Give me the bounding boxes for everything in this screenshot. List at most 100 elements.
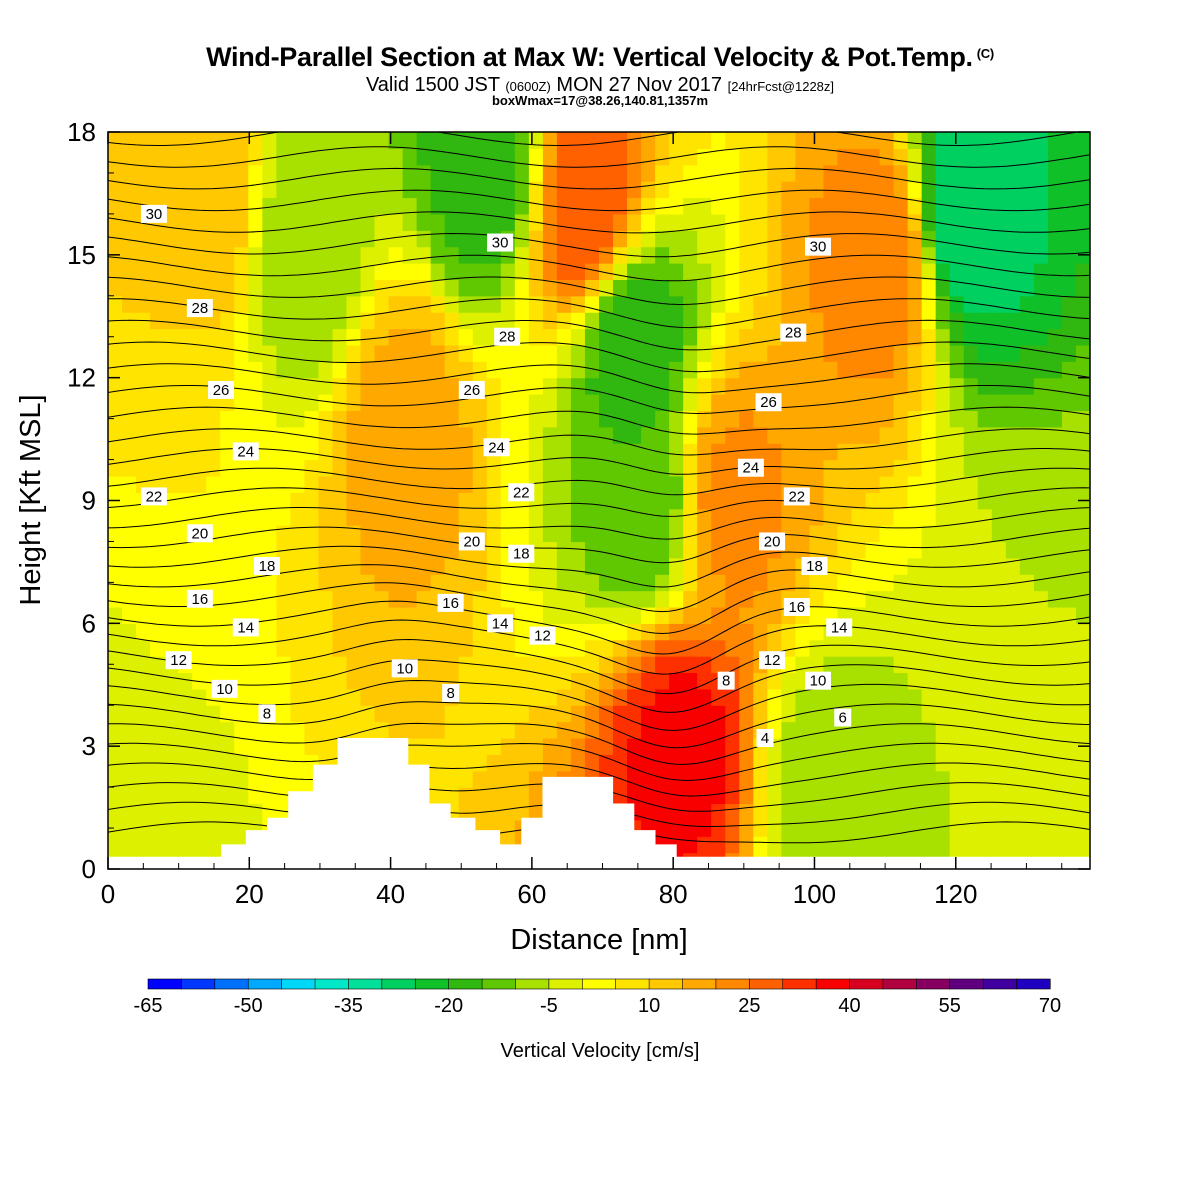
field-cell (683, 394, 698, 412)
field-cell (318, 164, 334, 182)
field-cell (136, 328, 151, 346)
field-cell (865, 770, 881, 788)
field-cell (500, 819, 516, 837)
field-cell (220, 492, 235, 510)
field-cell (851, 787, 867, 805)
field-cell (837, 443, 853, 461)
field-cell (262, 279, 277, 297)
field-cell (472, 213, 488, 231)
field-cell (977, 279, 993, 297)
field-cell (1061, 672, 1077, 690)
field-cell (486, 213, 502, 231)
contour-label-text: 20 (191, 525, 208, 542)
field-cell (781, 344, 796, 362)
field-cell (907, 148, 923, 166)
field-cell (528, 688, 544, 706)
field-cell (304, 590, 320, 608)
field-cell (318, 181, 334, 199)
field-cell (136, 361, 151, 379)
theta-contour-line (108, 406, 1090, 435)
contour-label-box (494, 327, 521, 346)
field-cell (472, 754, 488, 772)
field-cell (262, 295, 277, 313)
field-cell (907, 508, 923, 526)
contour-label: 18 (801, 557, 828, 576)
field-cell (444, 263, 460, 280)
field-cell (584, 197, 600, 215)
field-cell (795, 394, 811, 412)
colorbar-tick-label: -5 (540, 995, 558, 1017)
field-cell (290, 541, 305, 559)
field-cell (991, 656, 1007, 674)
field-cell (655, 344, 670, 362)
field-cell (206, 803, 221, 821)
field-cell (360, 246, 376, 264)
field-cell (879, 606, 895, 624)
field-cell (570, 328, 586, 346)
field-cell (935, 344, 951, 362)
field-cell (318, 295, 334, 313)
field-cell (332, 344, 348, 362)
field-cell (627, 148, 642, 166)
field-cell (290, 754, 305, 772)
field-cell (472, 344, 488, 362)
contour-label-box (805, 671, 832, 690)
field-cell (444, 197, 460, 215)
field-cell (430, 557, 446, 575)
field-cell (178, 213, 193, 231)
field-cell (318, 213, 334, 231)
field-cell (1019, 132, 1035, 149)
field-cell (430, 574, 446, 592)
field-cell (1061, 705, 1077, 723)
field-cell (360, 344, 376, 362)
field-cell (907, 803, 923, 821)
field-cell (416, 197, 432, 215)
field-cell (795, 426, 811, 444)
field-cell (374, 246, 390, 264)
field-cell (683, 508, 698, 526)
field-cell (949, 819, 965, 837)
field-cell (921, 672, 937, 690)
field-cell (416, 230, 432, 248)
field-cell (528, 754, 544, 772)
field-cell (879, 672, 895, 690)
field-cell (402, 606, 418, 624)
field-cell (977, 181, 993, 199)
field-cell (150, 132, 165, 149)
field-cell (991, 295, 1007, 313)
box-info: boxWmax=17@38.26,140.81,1357m (491, 93, 709, 108)
field-cell (753, 508, 768, 526)
field-cell (514, 754, 530, 772)
field-cell (290, 525, 305, 543)
field-cell (795, 787, 811, 805)
field-cell (542, 525, 558, 543)
field-cell (108, 181, 123, 199)
field-cell (1061, 230, 1077, 248)
field-cell (248, 246, 263, 264)
field-cell (1005, 606, 1021, 624)
field-cell (599, 443, 614, 461)
field-cell (416, 623, 432, 641)
field-cell (304, 737, 320, 755)
contour-label-text: 26 (463, 382, 480, 399)
field-cell (486, 475, 502, 493)
field-cell (304, 508, 320, 526)
field-cell (977, 197, 993, 215)
field-cell (276, 459, 291, 477)
field-cell (556, 705, 572, 723)
field-cell (346, 377, 362, 395)
field-cell (542, 328, 558, 346)
field-cell (683, 754, 698, 772)
field-cell (697, 492, 712, 510)
field-cell (935, 230, 951, 248)
field-cell (963, 688, 979, 706)
field-cell (458, 623, 474, 641)
field-cell (1061, 639, 1077, 657)
field-cell (220, 819, 235, 837)
field-cell (851, 705, 867, 723)
field-cell (711, 819, 726, 837)
field-cell (192, 787, 207, 805)
field-cell (584, 688, 600, 706)
field-cell (234, 426, 249, 444)
field-cell (935, 557, 951, 575)
